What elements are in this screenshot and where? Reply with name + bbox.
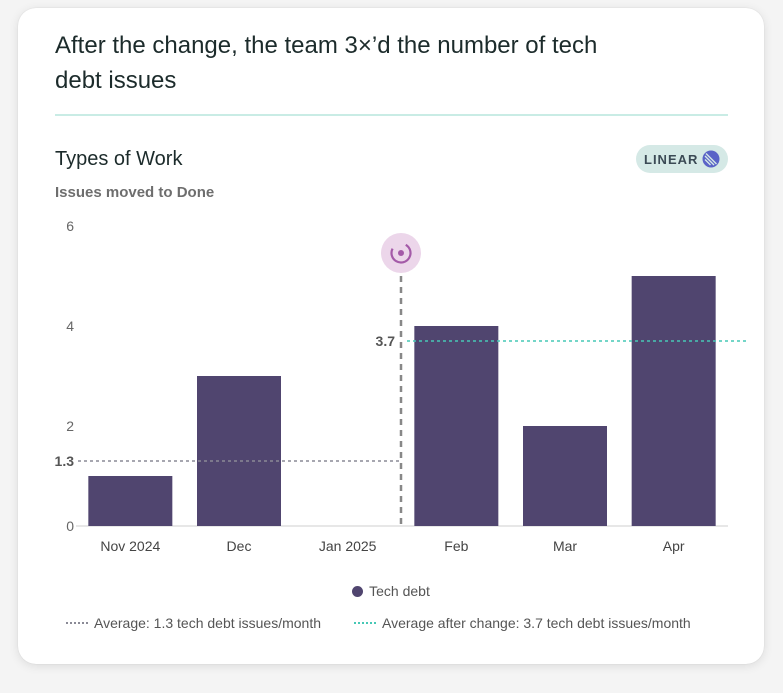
linear-logo-icon [702, 150, 720, 168]
legend-label-tech-debt: Tech debt [369, 583, 430, 599]
headline: After the change, the team 3×’d the numb… [55, 32, 598, 94]
y-tick-label: 4 [66, 318, 74, 334]
change-marker-icon-dot [398, 250, 404, 256]
legend-before-average: Average: 1.3 tech debt issues/month [66, 615, 321, 631]
legend-label-after-average: Average after change: 3.7 tech debt issu… [382, 615, 691, 631]
chart-card: After the change, the team 3×’d the numb… [18, 8, 764, 664]
chart-subtitle: Issues moved to Done [55, 184, 215, 201]
divider [55, 114, 728, 116]
bar-mar [523, 426, 607, 526]
chart-title: Types of Work [55, 148, 183, 170]
y-tick-label: 2 [66, 418, 74, 434]
badge-label: LINEAR [644, 151, 699, 167]
bar-nov-2024 [88, 476, 173, 526]
x-tick-label: Dec [227, 538, 252, 554]
y-tick-label: 6 [66, 218, 74, 234]
x-tick-label: Jan 2025 [319, 538, 377, 554]
legend-after-average: Average after change: 3.7 tech debt issu… [354, 615, 691, 631]
bar-chart: 0 2 4 6 Nov 2024 Dec Jan 2025 Feb Mar Apr 1.3 3.7 [55, 218, 746, 554]
y-tick-label: 0 [66, 518, 74, 534]
legend-dot-tech-debt [352, 586, 364, 597]
legend-swatch-before-average [66, 622, 88, 624]
x-tick-label: Nov 2024 [100, 538, 160, 554]
bar-dec [197, 376, 281, 526]
linear-badge[interactable]: LINEAR [636, 145, 728, 173]
before-average-value-label: 1.3 [55, 453, 75, 469]
change-marker-icon-ring [390, 242, 412, 264]
x-tick-label: Feb [444, 538, 468, 554]
bar-feb [414, 326, 499, 526]
bar-apr [631, 276, 716, 526]
legend-swatch-after-average [354, 622, 376, 624]
x-tick-label: Apr [663, 538, 685, 554]
legend-label-before-average: Average: 1.3 tech debt issues/month [94, 615, 321, 631]
after-average-value-label: 3.7 [376, 333, 396, 349]
x-tick-label: Mar [553, 538, 577, 554]
series-legend: Tech debt [18, 583, 764, 599]
